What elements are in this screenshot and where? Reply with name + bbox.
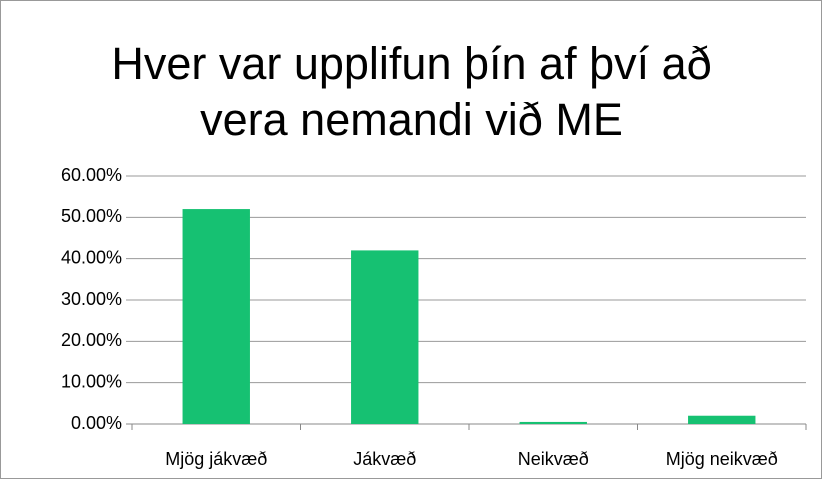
x-tick-label: Mjög neikvæð — [666, 449, 778, 469]
chart-title: Hver var upplifun þín af því að vera nem… — [111, 38, 712, 145]
bar — [351, 250, 419, 424]
x-tick-label: Jákvæð — [353, 449, 416, 469]
x-tick-label: Mjög jákvæð — [165, 449, 267, 469]
bar — [519, 421, 587, 424]
y-tick-label: 50.00% — [61, 206, 122, 226]
y-tick-label: 10.00% — [61, 371, 122, 391]
x-tick-label: Neikvæð — [518, 449, 589, 469]
y-tick-label: 30.00% — [61, 289, 122, 309]
y-tick-label: 40.00% — [61, 247, 122, 267]
y-tick-label: 20.00% — [61, 330, 122, 350]
y-tick-label: 60.00% — [61, 165, 122, 185]
y-tick-label: 0.00% — [71, 413, 122, 433]
chart-title-box: Hver var upplifun þín af því að vera nem… — [0, 36, 823, 148]
bar — [182, 209, 250, 424]
bar — [688, 415, 756, 424]
